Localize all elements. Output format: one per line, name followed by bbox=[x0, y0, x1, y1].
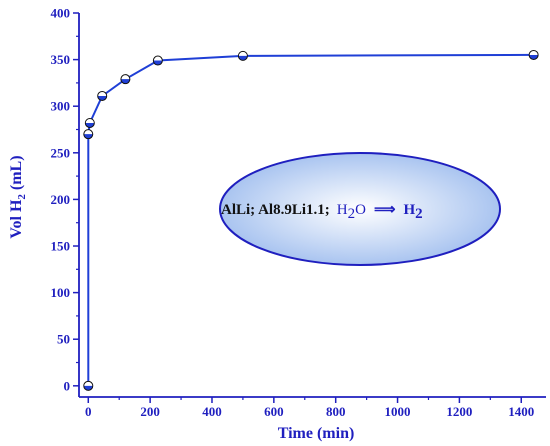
annotation-formula: AlLi; Al8.9Li1.1; bbox=[221, 202, 330, 218]
x-tick-label: 800 bbox=[326, 404, 346, 419]
annotation-water-o: O bbox=[355, 202, 366, 218]
annotation-water-h: H bbox=[337, 202, 348, 218]
data-points bbox=[83, 49, 539, 391]
data-point bbox=[84, 117, 95, 128]
y-tick-label: 0 bbox=[64, 378, 71, 393]
y-tick-label: 50 bbox=[57, 332, 70, 347]
x-tick-label: 600 bbox=[264, 404, 284, 419]
data-point bbox=[83, 380, 94, 391]
y-ticks: 0 50 100 150 200 250 300 350 400 bbox=[51, 6, 79, 393]
y-axis-title-main: Vol H bbox=[8, 199, 25, 239]
data-point bbox=[97, 90, 108, 101]
y-tick-label: 400 bbox=[51, 6, 71, 21]
annotation-text: AlLi; Al8.9Li1.1; H2O ⟹ H2 bbox=[221, 202, 423, 222]
annotation-ellipse bbox=[219, 152, 501, 266]
annotation-arrow: ⟹ bbox=[374, 202, 396, 218]
x-axis-title: Time (min) bbox=[278, 425, 355, 442]
y-tick-label: 100 bbox=[51, 285, 71, 300]
data-point bbox=[237, 50, 248, 61]
x-tick-label: 200 bbox=[140, 404, 160, 419]
x-tick-label: 1200 bbox=[446, 404, 472, 419]
y-tick-label: 150 bbox=[51, 239, 71, 254]
x-tick-label: 1000 bbox=[385, 404, 411, 419]
annotation-product-subscript: 2 bbox=[415, 206, 423, 222]
annotation-water-subscript: 2 bbox=[348, 206, 356, 222]
y-tick-label: 350 bbox=[51, 52, 71, 67]
x-tick-label: 1400 bbox=[508, 404, 534, 419]
y-axis-title-subscript: 2 bbox=[16, 194, 28, 200]
y-axis-title: Vol H2 (mL) bbox=[8, 155, 28, 238]
data-point bbox=[152, 55, 163, 66]
y-tick-label: 250 bbox=[51, 145, 71, 160]
annotation-product-h: H bbox=[403, 202, 415, 218]
data-point bbox=[83, 129, 94, 140]
x-tick-label: 0 bbox=[85, 404, 92, 419]
y-tick-label: 300 bbox=[51, 99, 71, 114]
y-tick-label: 200 bbox=[51, 192, 71, 207]
x-tick-label: 400 bbox=[202, 404, 222, 419]
data-point bbox=[528, 49, 539, 60]
x-ticks: 0 200 400 600 800 1000 1200 1400 bbox=[85, 397, 534, 419]
y-axis-title-unit: (mL) bbox=[8, 155, 25, 194]
data-point bbox=[120, 74, 131, 85]
